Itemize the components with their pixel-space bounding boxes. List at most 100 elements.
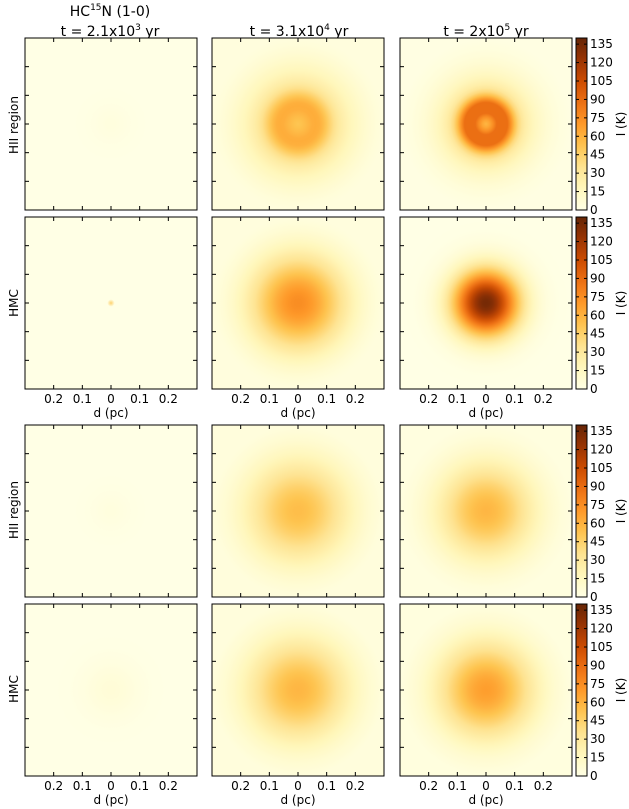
colorbar-tick-label: 135 (590, 37, 613, 51)
x-tick-label: 0.1 (73, 779, 92, 793)
x-tick-label: 0 (482, 392, 490, 406)
x-tick-label: 0.1 (505, 779, 524, 793)
x-axis-r4-c1: 0.2 0.1 0 0.1 0.2 d (pc) (44, 779, 178, 807)
colorbar-tick-label: 75 (590, 290, 605, 304)
x-tick-label: 0.2 (159, 779, 178, 793)
panel-ticks (25, 425, 197, 597)
colorbar-tick-label: 15 (590, 364, 605, 378)
colorbar-tick-label: 120 (590, 443, 613, 457)
colorbar-3: 0 15 30 45 60 75 90 105 120 135 I (K) (575, 424, 628, 604)
colorbar-tick-label: 105 (590, 74, 613, 88)
row-label-4: HMC (7, 675, 21, 703)
colorbar-tick-label: 15 (590, 185, 605, 199)
x-tick-label: 0.2 (534, 392, 553, 406)
x-tick-label: 0.1 (317, 392, 336, 406)
colorbar-tick-label: 45 (590, 535, 605, 549)
x-tick-label: 0.2 (44, 392, 63, 406)
heatmap-panel-r3-c1 (24, 424, 198, 598)
panel-ticks (25, 604, 197, 776)
row-label-2: HMC (7, 289, 21, 317)
colorbar-tick-label: 120 (590, 56, 613, 70)
panel-ticks (400, 604, 572, 776)
panel-ticks (212, 38, 384, 210)
x-axis-r4-c2: 0.2 0.1 0 0.1 0.2 d (pc) (231, 779, 365, 807)
x-tick-label: 0 (107, 779, 115, 793)
colorbar-tick-label: 45 (590, 714, 605, 728)
colorbar-tick-label: 60 (590, 695, 605, 709)
colorbar-tick-label: 105 (590, 640, 613, 654)
colorbar-tick-label: 105 (590, 253, 613, 267)
colorbar-tick-label: 90 (590, 479, 605, 493)
x-tick-label: 0.1 (448, 392, 467, 406)
heatmap-panel-r2-c3 (399, 216, 573, 390)
panel-ticks (212, 604, 384, 776)
x-tick-label: 0.1 (317, 779, 336, 793)
panel-ticks (400, 38, 572, 210)
colorbar-tick-label: 15 (590, 572, 605, 586)
colorbar-label: I (K) (614, 678, 628, 703)
heatmap-panel-r3-c3 (399, 424, 573, 598)
x-axis-label: d (pc) (468, 793, 503, 807)
colorbar-tick-label: 75 (590, 677, 605, 691)
figure-title: HC15N (1-0) (70, 3, 150, 20)
colorbar-tick-label: 60 (590, 516, 605, 530)
panel-ticks (25, 217, 197, 389)
x-tick-label: 0.2 (346, 392, 365, 406)
colorbar-label: I (K) (614, 291, 628, 316)
colorbar-tick-label: 30 (590, 345, 605, 359)
colorbar-label: I (K) (614, 112, 628, 137)
x-tick-label: 0 (107, 392, 115, 406)
x-axis-label: d (pc) (280, 793, 315, 807)
x-tick-label: 0.1 (260, 392, 279, 406)
x-axis-label: d (pc) (468, 406, 503, 420)
x-tick-label: 0.2 (419, 392, 438, 406)
colorbar-tick-label: 75 (590, 498, 605, 512)
colorbar-tick-label: 75 (590, 111, 605, 125)
x-tick-label: 0 (294, 392, 302, 406)
heatmap-panel-r1-c1 (24, 37, 198, 211)
x-tick-label: 0.1 (130, 392, 149, 406)
x-axis-label: d (pc) (93, 406, 128, 420)
colorbar-tick-label: 105 (590, 461, 613, 475)
colorbar-tick-label: 30 (590, 732, 605, 746)
x-tick-label: 0.2 (534, 779, 553, 793)
colorbar-label: I (K) (614, 499, 628, 524)
x-tick-label: 0.2 (44, 779, 63, 793)
x-tick-label: 0.2 (346, 779, 365, 793)
row-label-1: HII region (7, 96, 21, 154)
x-axis-r2-c1: 0.2 0.1 0 0.1 0.2 d (pc) (44, 392, 178, 420)
column-title-2: t = 3.1x104 yr (250, 23, 349, 40)
panel-ticks (212, 217, 384, 389)
panel-ticks (400, 217, 572, 389)
x-tick-label: 0.2 (159, 392, 178, 406)
x-axis-label: d (pc) (280, 406, 315, 420)
colorbar-1: 0 15 30 45 60 75 90 105 120 135 I (K) (575, 37, 628, 217)
colorbar-4: 0 15 30 45 60 75 90 105 120 135 I (K) (575, 603, 628, 783)
panel-ticks (212, 425, 384, 597)
x-tick-label: 0.1 (448, 779, 467, 793)
heatmap-panel-r2-c1 (24, 216, 198, 390)
colorbar-tick-label: 0 (590, 769, 598, 783)
x-tick-label: 0.2 (231, 779, 250, 793)
colorbar-tick-label: 15 (590, 751, 605, 765)
colorbar-tick-label: 60 (590, 129, 605, 143)
column-title-1: t = 2.1x103 yr (61, 23, 160, 40)
heatmap-panel-r1-c2 (211, 37, 385, 211)
colorbar-tick-label: 135 (590, 216, 613, 230)
panel-ticks (400, 425, 572, 597)
x-tick-label: 0.1 (73, 392, 92, 406)
x-tick-label: 0.2 (231, 392, 250, 406)
colorbar-tick-label: 90 (590, 92, 605, 106)
x-axis-r4-c3: 0.2 0.1 0 0.1 0.2 d (pc) (419, 779, 553, 807)
heatmap-panel-r1-c3 (399, 37, 573, 211)
x-axis-r2-c3: 0.2 0.1 0 0.1 0.2 d (pc) (419, 392, 553, 420)
row-label-3: HII region (7, 481, 21, 539)
x-tick-label: 0.1 (130, 779, 149, 793)
heatmap-panel-r4-c3 (399, 603, 573, 777)
colorbar-tick-label: 90 (590, 658, 605, 672)
heatmap-panel-r3-c2 (211, 424, 385, 598)
colorbar-tick-label: 45 (590, 148, 605, 162)
colorbar-tick-label: 135 (590, 424, 613, 438)
colorbar-tick-label: 30 (590, 166, 605, 180)
